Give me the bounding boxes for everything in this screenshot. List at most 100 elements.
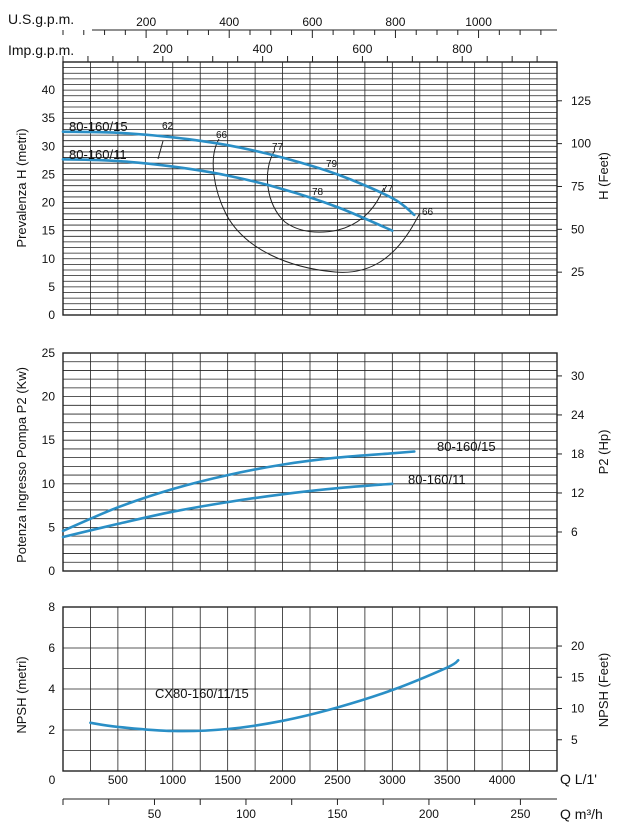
- y2-tick-label: 50: [571, 222, 585, 236]
- efficiency-curves: [157, 138, 421, 273]
- y-tick-label: 15: [42, 224, 56, 238]
- usgpm-ticks: 200 400 600 800 1000: [62, 15, 542, 38]
- series-line-80-160-11: [61, 482, 394, 539]
- power-curves: [61, 450, 416, 539]
- series-line-80-160-15: [61, 130, 416, 217]
- y-tick-label: 10: [42, 477, 56, 491]
- usgpm-tick-label: 400: [219, 15, 239, 29]
- y-tick-label: 15: [42, 433, 56, 447]
- q-lmin-tick-label: 1500: [214, 773, 241, 787]
- head-chart-grid: 0 5 10 15 20 25 30 35 40 25 50 75 100 125: [42, 61, 591, 322]
- usgpm-axis-label: U.S.g.p.m.: [8, 11, 74, 27]
- y2-tick-label: 15: [571, 670, 585, 684]
- impgpm-tick-label: 200: [153, 42, 173, 56]
- y2-tick-label: 25: [571, 265, 585, 279]
- y2-tick-label: 100: [571, 137, 591, 151]
- power-y2-axis-title: P2 (Hp): [596, 430, 611, 475]
- npsh-y2-axis-title: NPSH (Feet): [596, 653, 611, 727]
- efficiency-label-62: 62: [162, 121, 174, 132]
- efficiency-label-79: 79: [326, 159, 338, 170]
- y-tick-label: 0: [48, 564, 55, 578]
- q-lmin-tick-label: 3500: [434, 773, 461, 787]
- power-label-80-160-15: 80-160/15: [437, 439, 496, 454]
- q-lmin-tick-label: 4000: [489, 773, 516, 787]
- y-tick-label: 35: [42, 111, 56, 125]
- npsh-label-cx80-160-11-15: CX80-160/11/15: [155, 686, 249, 701]
- y2-tick-label: 75: [571, 179, 585, 193]
- head-label-80-160-11: 80-160/11: [69, 147, 127, 162]
- y-tick-label: 8: [48, 600, 55, 614]
- q-m3h-tick-label: 50: [148, 807, 162, 821]
- q-lmin-tick-label: 3000: [379, 773, 406, 787]
- efficiency-label-77-left: 77: [272, 142, 284, 153]
- y-tick-label: 10: [42, 252, 56, 266]
- efficiency-curve-77-loop: [266, 149, 385, 233]
- npsh-chart-grid: 2 4 6 8 5 10 15 20: [48, 600, 585, 772]
- series-line-80-160-11: [61, 158, 394, 232]
- y2-tick-label: 5: [571, 733, 578, 747]
- y-tick-label: 4: [48, 682, 55, 696]
- q-m3h-tick-label: 200: [419, 807, 439, 821]
- q-lmin-tick-label: 2500: [324, 773, 351, 787]
- y-tick-label: 5: [48, 280, 55, 294]
- q-m3h-tick-label: 250: [510, 807, 530, 821]
- usgpm-tick-label: 800: [385, 15, 405, 29]
- efficiency-curve-66-left: [212, 138, 421, 273]
- head-chart-panel: 0 5 10 15 20 25 30 35 40 25 50 75 100 125 80-160/15 8…: [14, 61, 611, 322]
- y2-tick-label: 20: [571, 639, 585, 653]
- npsh-curves: [89, 659, 460, 733]
- y-tick-label: 0: [48, 308, 55, 322]
- q-m3h-ticks: 50 100 150 200 250: [62, 799, 531, 821]
- impgpm-axis-label: Imp.g.p.m.: [8, 42, 74, 58]
- efficiency-label-78: 78: [312, 187, 324, 198]
- y2-tick-label: 10: [571, 702, 585, 716]
- head-curve-labels: 80-160/15 80-160/11 62 66 77 79 78 77 66: [69, 119, 434, 218]
- series-line-80-160-15: [61, 450, 416, 533]
- power-label-80-160-11: 80-160/11: [408, 472, 466, 487]
- power-chart-grid: 0 5 10 15 20 25 6 12 18 24 30: [42, 346, 585, 578]
- q-lmin-ticks: 0 500 1000 1500 2000 2500 3000 3500 4000: [49, 773, 516, 787]
- q-lmin-axis-label: Q L/1': [560, 771, 597, 787]
- y-tick-label: 25: [42, 346, 56, 360]
- head-label-80-160-15: 80-160/15: [69, 119, 128, 134]
- usgpm-tick-label: 1000: [465, 15, 492, 29]
- q-lmin-tick-label: 0: [49, 773, 56, 787]
- impgpm-ticks: 200 400 600 800: [62, 42, 538, 62]
- q-lmin-tick-label: 1000: [159, 773, 186, 787]
- npsh-y-axis-title: NPSH (metri): [14, 656, 29, 733]
- efficiency-label-77-right: 77: [382, 184, 394, 195]
- head-curves: [61, 130, 416, 232]
- y2-tick-label: 12: [571, 486, 585, 500]
- y-tick-label: 20: [42, 196, 56, 210]
- efficiency-label-66-right: 66: [422, 207, 434, 218]
- q-m3h-axis-label: Q m³/h: [560, 806, 603, 822]
- y-tick-label: 2: [48, 723, 55, 737]
- head-y2-axis-title: H (Feet): [596, 152, 611, 200]
- usgpm-tick-label: 200: [136, 15, 156, 29]
- power-y-axis-title: Potenza Ingresso Pompa P2 (Kw): [14, 367, 29, 563]
- q-lmin-tick-label: 2000: [269, 773, 296, 787]
- impgpm-tick-label: 400: [253, 42, 273, 56]
- efficiency-curve-62-inner: [157, 140, 164, 160]
- impgpm-tick-label: 800: [452, 42, 472, 56]
- q-m3h-tick-label: 100: [236, 807, 256, 821]
- usgpm-tick-label: 600: [302, 15, 322, 29]
- efficiency-label-66-left: 66: [216, 130, 228, 141]
- q-lmin-tick-label: 500: [108, 773, 128, 787]
- y-tick-label: 25: [42, 167, 56, 181]
- bottom-axes: 0 500 1000 1500 2000 2500 3000 3500 4000 Q L/1' …: [49, 771, 603, 822]
- power-curve-labels: 80-160/15 80-160/11: [408, 439, 496, 487]
- y-tick-label: 6: [48, 641, 55, 655]
- y2-tick-label: 24: [571, 408, 585, 422]
- y-tick-label: 20: [42, 390, 56, 404]
- y2-tick-label: 30: [571, 369, 585, 383]
- series-line-cx80-160-11-15: [89, 659, 460, 733]
- panel-frame: [62, 61, 558, 316]
- impgpm-tick-label: 600: [352, 42, 372, 56]
- y2-tick-label: 125: [571, 94, 591, 108]
- panel-frame: [62, 352, 558, 572]
